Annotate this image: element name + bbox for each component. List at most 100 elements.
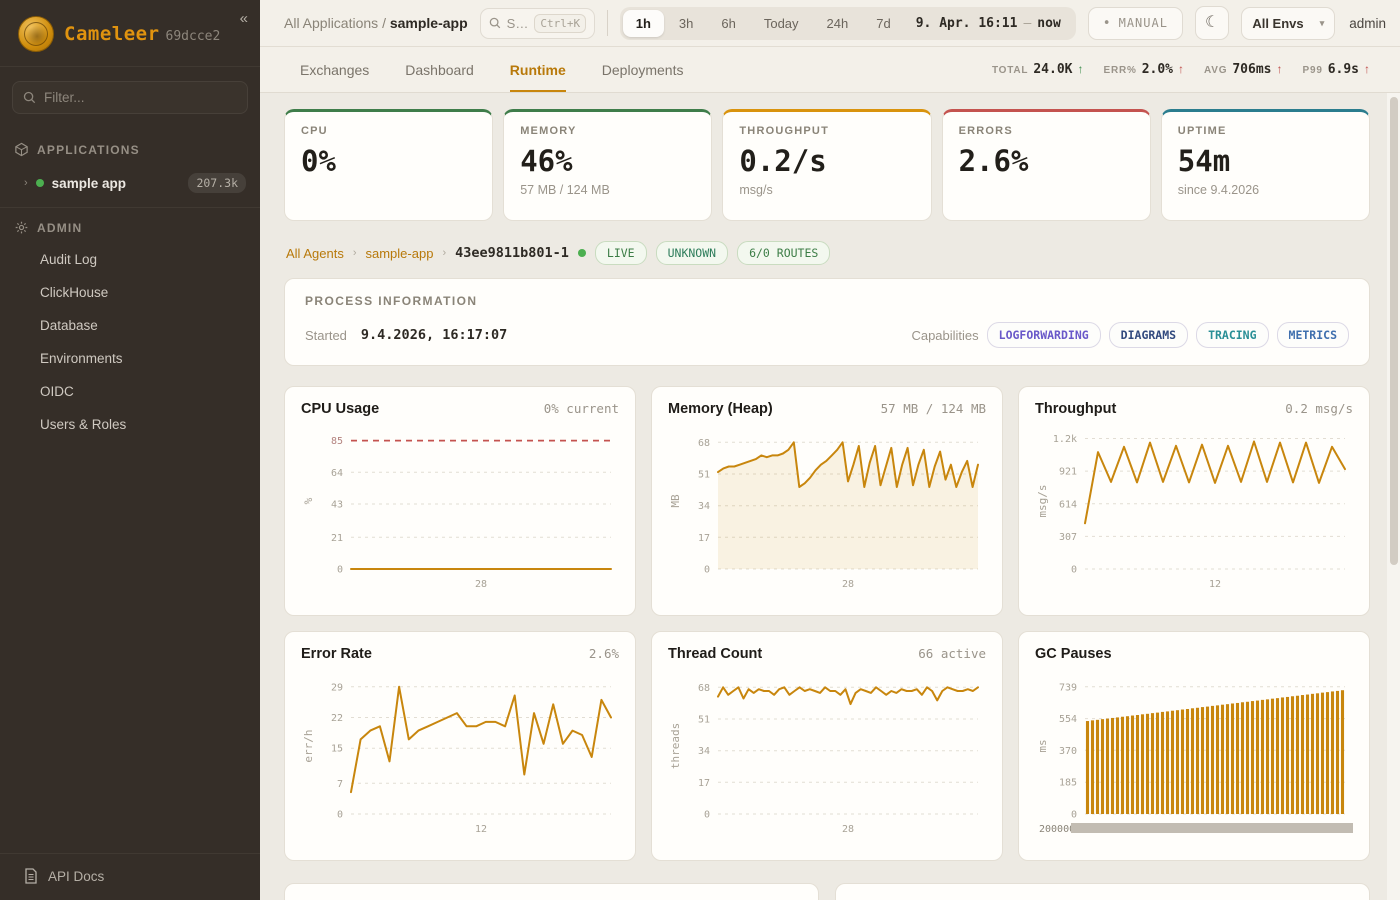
- svg-text:51: 51: [698, 715, 710, 726]
- time-range-today[interactable]: Today: [751, 10, 812, 37]
- svg-text:22: 22: [331, 713, 343, 724]
- svg-text:28: 28: [842, 824, 854, 835]
- panel-timeline: Timeline4 events↓⟳: [835, 883, 1370, 900]
- svg-text:0: 0: [337, 810, 343, 821]
- chart-plot-memory: 0 17 34 51 68 MB 28: [668, 423, 986, 600]
- badge-unknown: UNKNOWN: [655, 241, 729, 265]
- logo-text-wrap: Cameleer 69dcce2: [64, 23, 220, 45]
- sidebar-item-oidc[interactable]: OIDC: [40, 384, 74, 399]
- chart-title: CPU Usage: [301, 401, 380, 417]
- svg-text:28: 28: [842, 579, 854, 590]
- metric-label: CPU: [301, 125, 328, 137]
- sample-app-label: sample app: [51, 175, 126, 191]
- manual-dot-icon: •: [1102, 15, 1112, 31]
- chart-plot-cpu: 0 21 43 64 85% 28: [301, 423, 619, 600]
- env-select[interactable]: All Envs ▾: [1241, 6, 1336, 40]
- trend-up-icon: ↑: [1077, 62, 1084, 76]
- time-range-7d[interactable]: 7d: [863, 10, 903, 37]
- svg-text:200000: 200000: [1039, 824, 1075, 835]
- agent-id: 43ee9811b801-1: [455, 245, 569, 261]
- tab-runtime[interactable]: Runtime: [509, 47, 566, 92]
- svg-text:12: 12: [475, 824, 487, 835]
- chart-header: Throughput 0.2 msg/s: [1035, 401, 1353, 417]
- stat-value: 24.0K: [1033, 62, 1073, 77]
- time-to: now: [1037, 15, 1061, 31]
- capability-diagrams: DIAGRAMS: [1108, 322, 1189, 348]
- metric-card-cpu: CPU 0%: [284, 109, 494, 221]
- sidebar-item-sample-app[interactable]: › sample app 207.3k: [0, 165, 260, 203]
- manual-refresh-button[interactable]: • MANUAL: [1087, 6, 1183, 40]
- content: CPU 0% MEMORY 46% 57 MB / 124 MB THROUGHPUT 0.…: [260, 93, 1400, 900]
- stat-total: TOTAL 24.0K ↑: [992, 62, 1084, 77]
- sidebar-item-environments[interactable]: Environments: [40, 351, 123, 366]
- metric-value: 0.2/s: [739, 144, 827, 178]
- scrollbar-thumb[interactable]: [1390, 97, 1398, 565]
- panel-application-log: APPLICATION LOG100 entries↓⟳: [284, 883, 819, 900]
- gear-icon: [14, 220, 29, 235]
- time-range-6h[interactable]: 6h: [708, 10, 748, 37]
- svg-text:34: 34: [698, 501, 710, 512]
- time-display[interactable]: 9. Apr. 16:11 — now: [906, 16, 1073, 31]
- capabilities: Capabilities LOGFORWARDING DIAGRAMS TRACIN…: [911, 322, 1349, 348]
- global-search-input[interactable]: S… Ctrl+K: [479, 7, 596, 39]
- sample-app-count-badge: 207.3k: [188, 173, 246, 193]
- chart-current-value: 0.2 msg/s: [1285, 401, 1353, 416]
- metric-subtitle: msg/s: [739, 183, 773, 197]
- svg-text:68: 68: [698, 683, 710, 694]
- svg-text:43: 43: [331, 500, 343, 511]
- sidebar-item-users-roles[interactable]: Users & Roles: [40, 417, 127, 432]
- sidebar-item-audit-log[interactable]: Audit Log: [40, 252, 98, 267]
- chart-svg-cpu: 0 21 43 64 85% 28: [302, 436, 612, 590]
- search-icon: [23, 91, 36, 104]
- time-from: 9. Apr. 16:11: [915, 15, 1018, 31]
- applications-section-header: APPLICATIONS: [0, 132, 260, 165]
- svg-text:307: 307: [1059, 532, 1077, 543]
- breadcrumb-separator: /: [382, 15, 386, 31]
- capability-tracing: TRACING: [1196, 322, 1269, 348]
- sample-app-link[interactable]: sample-app: [365, 245, 434, 261]
- chart-plot-throughput: 0 307 614 921 1.2k msg/s 12: [1035, 423, 1353, 600]
- svg-text:21: 21: [331, 533, 343, 544]
- svg-text:1.2k: 1.2k: [1053, 434, 1077, 445]
- document-icon: [25, 868, 37, 884]
- env-select-value: All Envs: [1252, 15, 1304, 31]
- tab-dashboard[interactable]: Dashboard: [405, 61, 474, 78]
- chevron-right-icon[interactable]: ›: [24, 177, 28, 189]
- sidebar: Cameleer 69dcce2 « Filter... APPLICATIONS…: [0, 0, 260, 900]
- dark-mode-toggle[interactable]: ☾: [1194, 6, 1230, 40]
- chart-plot-threads: 0 17 34 51 68 threads 28: [668, 668, 986, 845]
- stat-label: ERR%: [1103, 65, 1137, 76]
- sidebar-item-api-docs[interactable]: API Docs: [0, 853, 260, 900]
- chart-card-threads: Thread Count 66 active 0 17 34 51 68 threads 28: [651, 631, 1003, 861]
- collapse-sidebar-icon[interactable]: «: [239, 10, 248, 27]
- user-name[interactable]: admin: [1349, 15, 1386, 31]
- all-agents-link[interactable]: All Agents: [286, 245, 344, 261]
- svg-text:554: 554: [1059, 714, 1077, 725]
- time-separator: —: [1023, 15, 1032, 31]
- stat-label: TOTAL: [991, 65, 1029, 76]
- breadcrumb-separator2: ›: [442, 247, 447, 259]
- svg-text:ms: ms: [1036, 739, 1049, 752]
- svg-text:0: 0: [1071, 810, 1077, 821]
- sidebar-item-clickhouse[interactable]: ClickHouse: [40, 285, 109, 300]
- tab-exchanges[interactable]: Exchanges: [300, 61, 370, 78]
- scrollbar-track[interactable]: [1387, 93, 1400, 900]
- agent-badges: LIVE UNKNOWN 6/0 ROUTES: [594, 241, 831, 265]
- time-range-24h[interactable]: 24h: [814, 10, 862, 37]
- breadcrumb-parent[interactable]: All Applications: [284, 15, 379, 31]
- tabs: Exchanges Dashboard Runtime Deployments: [300, 47, 683, 92]
- trend-up-icon: ↑: [1276, 62, 1283, 76]
- search-shortcut-badge: Ctrl+K: [534, 13, 587, 33]
- chart-svg-threads: 0 17 34 51 68 threads 28: [669, 683, 979, 835]
- sidebar-filter-input[interactable]: Filter...: [12, 81, 248, 114]
- chart-header: Thread Count 66 active: [668, 646, 986, 662]
- chart-card-gc: GC Pauses 0 185 370 554 739 ms 200000: [1018, 631, 1370, 861]
- api-docs-label: API Docs: [48, 868, 105, 884]
- time-range-3h[interactable]: 3h: [666, 10, 706, 37]
- sidebar-item-database[interactable]: Database: [40, 318, 98, 333]
- time-range-1h[interactable]: 1h: [622, 9, 664, 37]
- capability-pills: LOGFORWARDING DIAGRAMS TRACING METRICS: [986, 322, 1349, 348]
- tab-deployments[interactable]: Deployments: [601, 61, 684, 78]
- status-dot-green: [35, 179, 44, 187]
